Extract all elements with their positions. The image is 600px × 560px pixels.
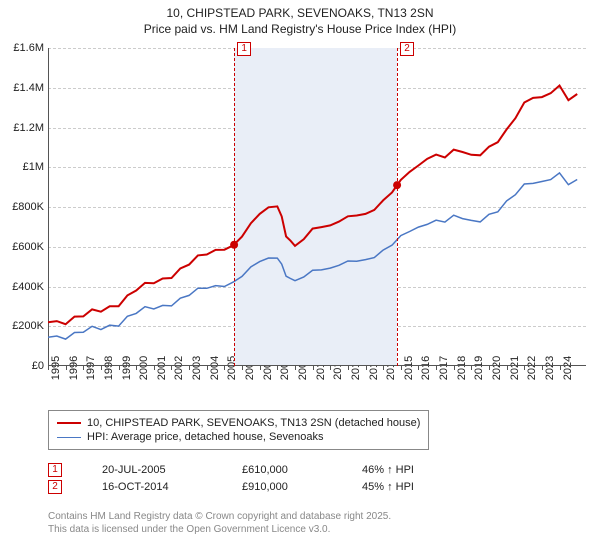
legend-item: HPI: Average price, detached house, Seve… bbox=[57, 431, 420, 443]
y-tick-label: £1.4M bbox=[0, 82, 48, 94]
legend-item: 10, CHIPSTEAD PARK, SEVENOAKS, TN13 2SN … bbox=[57, 417, 420, 429]
footer-attribution: Contains HM Land Registry data © Crown c… bbox=[48, 510, 391, 536]
chart-svg bbox=[48, 48, 586, 366]
chart-title: 10, CHIPSTEAD PARK, SEVENOAKS, TN13 2SN … bbox=[0, 0, 600, 37]
transaction-table: 1 20-JUL-2005 £610,000 46% ↑ HPI 2 16-OC… bbox=[48, 460, 462, 497]
table-row: 2 16-OCT-2014 £910,000 45% ↑ HPI bbox=[48, 480, 462, 494]
y-tick-label: £800K bbox=[0, 201, 48, 213]
legend-swatch bbox=[57, 422, 81, 424]
transaction-price: £910,000 bbox=[242, 481, 322, 493]
y-tick-label: £1.6M bbox=[0, 42, 48, 54]
legend: 10, CHIPSTEAD PARK, SEVENOAKS, TN13 2SN … bbox=[48, 410, 429, 450]
transaction-price: £610,000 bbox=[242, 464, 322, 476]
transaction-marker: 2 bbox=[48, 480, 62, 494]
y-tick-label: £400K bbox=[0, 281, 48, 293]
series-line-hpi bbox=[48, 173, 577, 339]
transaction-date: 20-JUL-2005 bbox=[102, 464, 202, 476]
transaction-date: 16-OCT-2014 bbox=[102, 481, 202, 493]
transaction-vlabel: 2 bbox=[400, 42, 414, 56]
legend-swatch bbox=[57, 437, 81, 438]
transaction-marker: 1 bbox=[48, 463, 62, 477]
transaction-pct: 46% ↑ HPI bbox=[362, 464, 462, 476]
transaction-vlabel: 1 bbox=[237, 42, 251, 56]
y-tick-label: £0 bbox=[0, 360, 48, 372]
y-tick-label: £600K bbox=[0, 241, 48, 253]
y-tick-label: £200K bbox=[0, 320, 48, 332]
transaction-pct: 45% ↑ HPI bbox=[362, 481, 462, 493]
legend-label: 10, CHIPSTEAD PARK, SEVENOAKS, TN13 2SN … bbox=[87, 417, 420, 429]
table-row: 1 20-JUL-2005 £610,000 46% ↑ HPI bbox=[48, 463, 462, 477]
series-line-price_paid bbox=[48, 86, 577, 325]
y-tick-label: £1M bbox=[0, 161, 48, 173]
transaction-vline bbox=[397, 48, 398, 366]
title-line2: Price paid vs. HM Land Registry's House … bbox=[0, 22, 600, 38]
footer-line1: Contains HM Land Registry data © Crown c… bbox=[48, 510, 391, 523]
legend-label: HPI: Average price, detached house, Seve… bbox=[87, 431, 323, 443]
title-line1: 10, CHIPSTEAD PARK, SEVENOAKS, TN13 2SN bbox=[0, 6, 600, 22]
y-tick-label: £1.2M bbox=[0, 122, 48, 134]
footer-line2: This data is licensed under the Open Gov… bbox=[48, 523, 391, 536]
transaction-vline bbox=[234, 48, 235, 366]
